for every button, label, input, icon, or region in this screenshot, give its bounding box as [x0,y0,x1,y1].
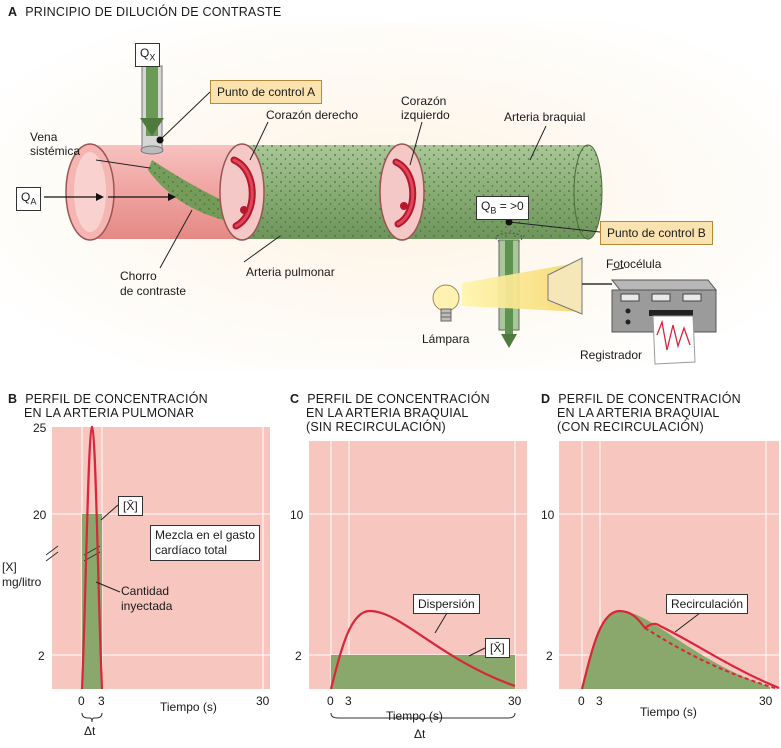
panel-c-letter: C [290,392,300,406]
panel-d-title-3: (CON RECIRCULACIÓN) [557,420,704,434]
panel-d-xlabel: Tiempo (s) [640,705,697,719]
panel-c-mean-area [331,655,515,689]
panel-d-letter: D [541,392,551,406]
panel-b-injected-label-1: Cantidad [121,584,170,598]
panel-c-ytick-2: 2 [295,649,302,663]
panel-d-xtick-3: 3 [596,694,603,708]
control-point-a-marker [156,136,164,144]
photocell [547,257,583,315]
panel-b-ytick-2: 2 [38,649,45,663]
pink-vessel [90,145,240,239]
panel-c-title-3: (SIN RECIRCULACIÓN) [306,420,446,434]
left-heart-label-1: Corazón [401,94,447,108]
panel-c-xlabel: Tiempo (s) [386,709,443,723]
panel-b-title-2: EN LA ARTERIA PULMONAR [24,406,195,420]
panel-c-curve [329,609,516,690]
panel-b-ylabel-2: mg/litro [2,575,42,589]
brachial-artery-label: Arteria braquial [504,110,586,124]
panel-b-xtick-3: 3 [98,694,105,708]
panel-c-title-1: PERFIL DE CONCENTRACIÓN [307,392,490,406]
qa-label: QA [16,187,42,212]
panel-b-letter: B [8,392,18,406]
panel-b-curve [80,425,104,690]
left-heart-disc [379,143,425,241]
panel-a-letter: A [8,5,18,19]
panel-c-mean-label: [X̄] [485,638,510,658]
photocell-label: Fotocélula [606,257,662,271]
panel-c-ytick-10: 10 [290,508,304,522]
panel-c-xtick-0: 0 [327,694,334,708]
qx-label: QX [135,43,161,68]
lamp-label: Lámpara [422,332,470,346]
systemic-vein-label-1: Vena [30,130,58,144]
recorder-label: Registrador [580,348,643,362]
panel-b-ytick-20: 20 [33,508,47,522]
panel-d-ytick-10: 10 [541,508,555,522]
right-heart-label: Corazón derecho [266,108,359,122]
panel-b-delta: Δt [84,724,96,738]
panel-c-xtick-30: 30 [508,694,522,708]
panel-d-dashed-curve [644,627,776,689]
systemic-vein-label-2: sistémica [30,144,81,158]
panel-d-recirculation-label: Recirculación [666,594,749,614]
panel-c-title-2: EN LA ARTERIA BRAQUIAL [306,406,469,420]
panel-d-xtick-30: 30 [759,694,773,708]
panel-c-dispersion-label: Dispersión [413,594,480,614]
panel-b-xtick-0: 0 [78,694,85,708]
right-heart-disc [219,143,265,241]
panel-b-xtick-30: 30 [256,694,270,708]
panel-b-mixing-label: Mezcla en el gasto cardíaco total [150,525,261,561]
panel-b-injected-label-2: inyectada [121,599,173,613]
panel-c-xtick-3: 3 [345,694,352,708]
panel-a-header: A PRINCIPIO DE DILUCIÓN DE CONTRASTE [8,5,281,20]
panel-c-delta: Δt [414,727,426,741]
panel-d-title-1: PERFIL DE CONCENTRACIÓN [558,392,741,406]
panel-d-header: D PERFIL DE CONCENTRACIÓN [541,392,741,407]
panel-b-ylabel-1: [X] [2,560,17,574]
panel-d-xtick-0: 0 [578,694,585,708]
pulmonary-artery-label: Arteria pulmonar [246,265,335,279]
panel-b-title-1: PERFIL DE CONCENTRACIÓN [25,392,208,406]
panel-d-ytick-2: 2 [546,649,553,663]
control-point-a-label: Punto de control A [210,80,323,104]
contrast-jet-label-1: Chorro [120,269,157,283]
panel-d-title-2: EN LA ARTERIA BRAQUIAL [557,406,720,420]
panel-c-header: C PERFIL DE CONCENTRACIÓN [290,392,490,407]
panel-b-mean-label: [X̄] [118,496,143,516]
panel-d-area [582,610,770,689]
panel-b-ytick-25: 25 [33,421,47,435]
panel-b-header: B PERFIL DE CONCENTRACIÓN [8,392,208,407]
panel-a-title: PRINCIPIO DE DILUCIÓN DE CONTRASTE [25,5,282,19]
panel-b-xlabel: Tiempo (s) [160,700,217,714]
contrast-jet-label-2: de contraste [120,284,187,298]
control-point-b-label: Punto de control B [600,221,713,245]
left-heart-label-2: izquierdo [401,108,450,122]
qb-label: QB = >0 [476,196,529,221]
